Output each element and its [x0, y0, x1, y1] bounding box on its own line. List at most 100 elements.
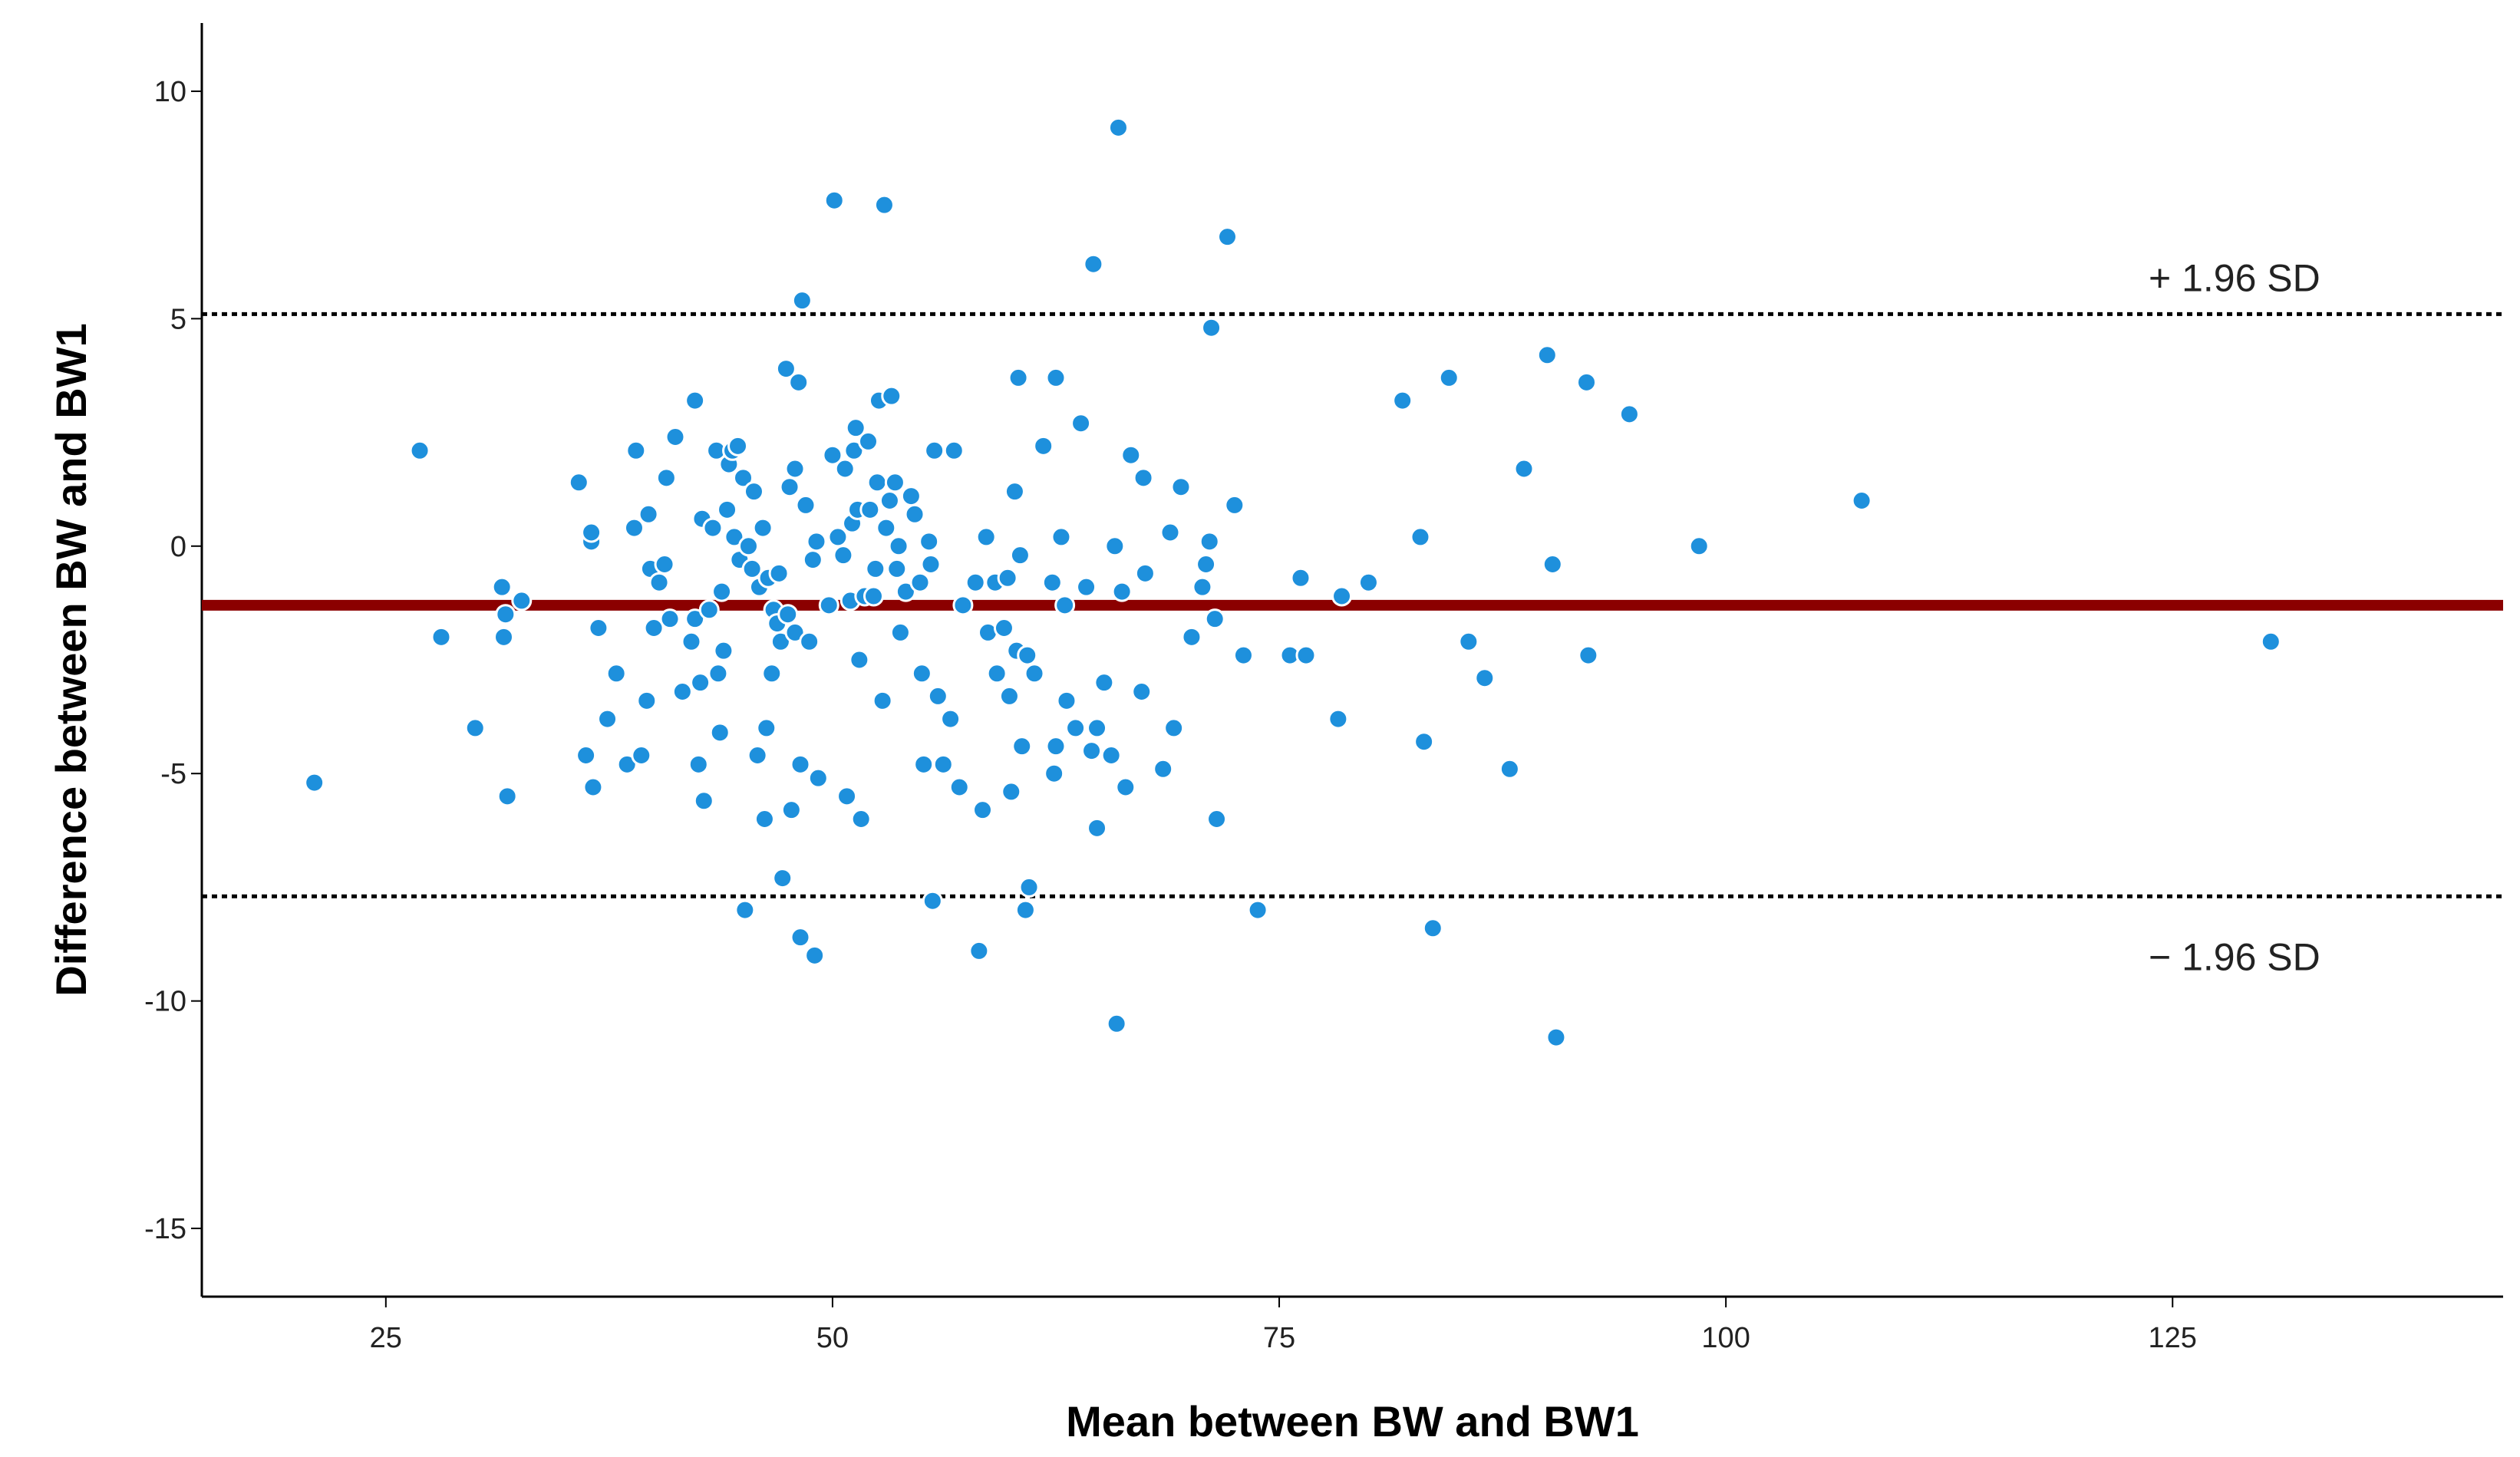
- x-tick-labels: 25 50 75 100 125: [370, 1297, 2197, 1354]
- data-point: [1458, 631, 1479, 652]
- data-point: [1065, 717, 1087, 739]
- data-point: [909, 572, 931, 593]
- data-point: [1199, 531, 1220, 552]
- data-point: [1328, 708, 1349, 730]
- data-point: [1087, 817, 1108, 839]
- data-point: [1163, 717, 1185, 739]
- data-point: [1045, 367, 1067, 388]
- data-point: [1410, 526, 1431, 548]
- data-point: [850, 809, 872, 829]
- data-point: [799, 631, 820, 652]
- y-tick-label: 0: [170, 531, 186, 563]
- data-point: [1204, 608, 1225, 630]
- data-point: [568, 472, 589, 493]
- data-point: [784, 458, 806, 480]
- data-point: [818, 595, 839, 616]
- data-point: [1100, 745, 1122, 766]
- data-point: [895, 581, 916, 602]
- data-point: [997, 567, 1018, 588]
- data-point: [779, 476, 800, 498]
- data-point: [1290, 567, 1311, 588]
- data-point: [1024, 663, 1045, 684]
- y-tick-labels: 10 5 0 -5 -10 -15: [144, 76, 202, 1245]
- data-point: [1044, 763, 1065, 784]
- data-point: [1070, 413, 1092, 434]
- data-point: [671, 681, 693, 702]
- data-point: [1033, 435, 1054, 457]
- data-point: [734, 899, 756, 921]
- data-point: [1008, 367, 1029, 388]
- data-point: [1851, 490, 1872, 511]
- data-point: [2260, 631, 2281, 652]
- data-point: [1009, 545, 1031, 566]
- data-point: [833, 545, 854, 566]
- data-point: [1011, 736, 1033, 757]
- data-point: [836, 786, 858, 807]
- data-point: [1153, 758, 1174, 780]
- data-point: [845, 417, 866, 439]
- data-point: [1107, 117, 1129, 138]
- data-point: [972, 799, 994, 821]
- data-point: [1134, 562, 1156, 584]
- data-point: [1093, 672, 1115, 694]
- data-point: [597, 708, 618, 730]
- data-point: [1392, 390, 1413, 411]
- data-point: [1545, 1027, 1567, 1048]
- data-point: [711, 581, 733, 602]
- x-tick-label: 100: [1701, 1322, 1750, 1354]
- data-point: [1688, 536, 1710, 557]
- data-point: [756, 717, 777, 739]
- data-point: [1474, 668, 1496, 689]
- data-point: [1206, 809, 1228, 829]
- data-point: [1247, 899, 1268, 921]
- data-point: [1170, 476, 1192, 498]
- data-point: [1578, 644, 1599, 666]
- data-point: [409, 440, 430, 461]
- data-point: [857, 430, 879, 452]
- data-point: [684, 608, 706, 630]
- data-point: [713, 640, 734, 661]
- data-point: [863, 585, 884, 607]
- data-point: [702, 517, 724, 539]
- upper-limit-label: + 1.96 SD: [2149, 256, 2320, 299]
- data-point: [919, 531, 940, 552]
- y-tick-label: -5: [160, 758, 186, 790]
- data-point: [849, 649, 870, 671]
- data-point: [1576, 371, 1598, 393]
- data-point: [873, 194, 895, 216]
- data-point: [804, 944, 826, 966]
- data-point: [807, 767, 829, 789]
- data-point: [1422, 918, 1443, 939]
- data-point: [737, 536, 759, 557]
- data-point: [791, 290, 813, 312]
- data-point: [770, 631, 791, 652]
- data-point: [708, 663, 729, 684]
- data-point: [717, 499, 738, 520]
- data-point: [1045, 736, 1067, 757]
- data-point: [1120, 444, 1142, 466]
- data-point: [1192, 576, 1213, 598]
- data-point: [772, 868, 793, 889]
- data-point: [654, 554, 675, 575]
- data-point: [733, 467, 754, 489]
- data-point: [1181, 626, 1202, 648]
- data-point: [1513, 458, 1535, 480]
- data-point: [968, 940, 990, 961]
- data-point: [643, 618, 665, 638]
- reference-line-labels: + 1.96 SD − 1.96 SD: [2149, 256, 2320, 978]
- data-point: [1111, 581, 1133, 602]
- data-point: [698, 599, 720, 621]
- data-point: [943, 440, 965, 461]
- data-point: [876, 517, 897, 539]
- data-point: [1618, 404, 1640, 425]
- data-point: [790, 753, 811, 775]
- data-point: [913, 753, 935, 775]
- data-point: [1001, 781, 1022, 803]
- data-point: [1051, 526, 1072, 548]
- data-points: [304, 117, 2281, 1048]
- data-point: [1217, 226, 1239, 248]
- data-point: [681, 631, 702, 652]
- data-point: [827, 526, 849, 548]
- data-point: [1087, 717, 1108, 739]
- data-point: [1018, 876, 1040, 898]
